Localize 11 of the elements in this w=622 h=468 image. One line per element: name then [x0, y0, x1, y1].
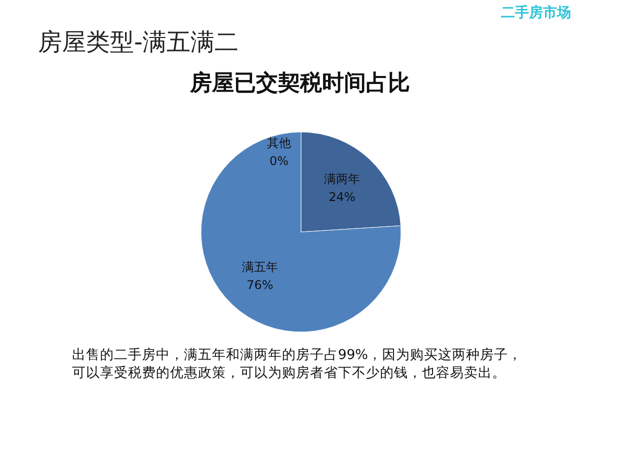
category-label: 其他 [267, 136, 291, 150]
note: 出售的二手房中，满五年和满两年的房子占99%，因为购买这两种房子，可以享受税费的优惠政策，可以为购房者省下不少的钱，也容易卖出。 [72, 346, 524, 382]
slice-label: 满五年 [240, 258, 279, 276]
slice-label: 满两年 [323, 171, 362, 188]
pie-slice [200, 132, 402, 332]
text: 0% [269, 154, 289, 168]
data-label: 24% [328, 189, 356, 206]
header: 二手房市场 [501, 4, 571, 22]
data-label: 76% [246, 276, 274, 294]
title: 房屋已交契税时间占比 [188, 69, 411, 98]
slide-heading: 房屋类型-满五满二 [38, 27, 239, 58]
